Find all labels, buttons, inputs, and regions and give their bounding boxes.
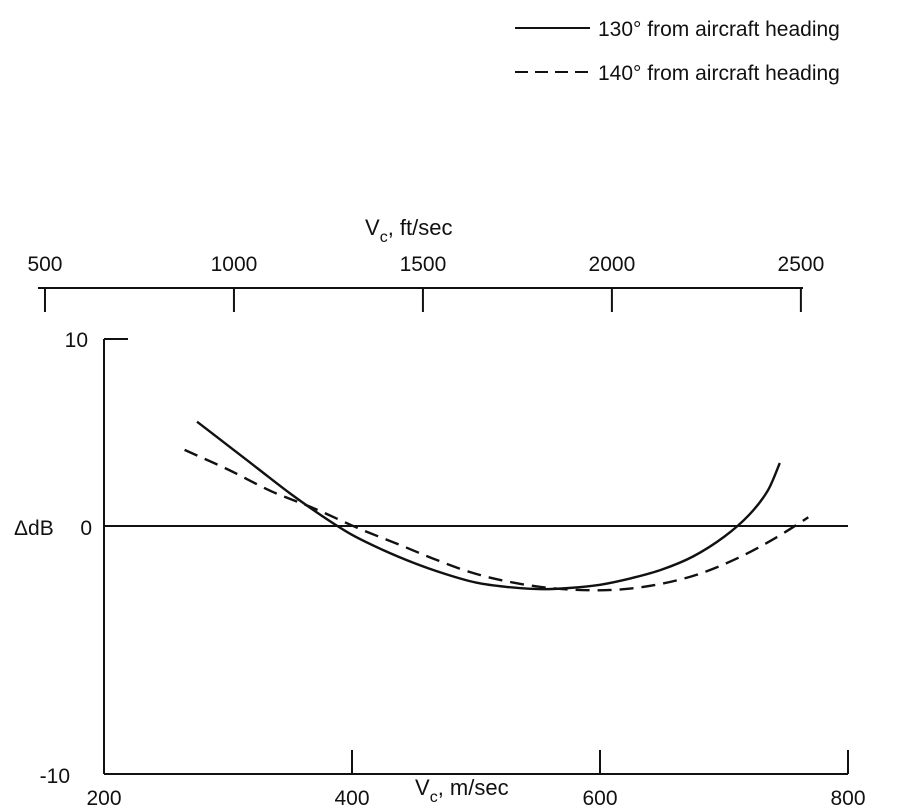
series-layer [184, 420, 809, 592]
y-axis-title: ΔdB [14, 517, 54, 540]
y-tick-label-top: 10 [65, 329, 88, 352]
top-axis: Vc, ft/sec 500 1000 1500 2000 2500 [27, 215, 824, 312]
top-tick-label: 2000 [589, 253, 636, 276]
y-tick-label-zero: 0 [80, 517, 92, 540]
legend-label-dashed: 140° from aircraft heading [598, 62, 840, 85]
x-axis-title-main: V [415, 775, 430, 800]
series-line-dashed [184, 448, 809, 592]
y-tick-label-bottom: -10 [40, 765, 70, 788]
series-line-solid [196, 420, 781, 591]
x-tick-label: 400 [334, 787, 369, 810]
legend: 130° from aircraft heading 140° from air… [515, 18, 840, 85]
plot-frame: 10 0 -10 ΔdB 200 400 600 800 [14, 329, 866, 810]
x-axis-title-sub: c [430, 789, 438, 806]
legend-label-solid: 130° from aircraft heading [598, 18, 840, 41]
top-tick-label: 1000 [211, 253, 258, 276]
top-axis-title-main: V [365, 215, 380, 240]
top-axis-title-sub: c [380, 229, 388, 246]
top-tick-label: 500 [27, 253, 62, 276]
x-axis-title-rest: , m/sec [438, 775, 509, 800]
top-tick-label: 1500 [400, 253, 447, 276]
x-axis-title: Vc, m/sec [415, 775, 509, 806]
x-tick-label: 600 [582, 787, 617, 810]
x-tick-label: 800 [830, 787, 865, 810]
top-axis-title-rest: , ft/sec [388, 215, 453, 240]
x-tick-label: 200 [86, 787, 121, 810]
top-axis-title: Vc, ft/sec [365, 215, 452, 246]
top-tick-label: 2500 [778, 253, 825, 276]
